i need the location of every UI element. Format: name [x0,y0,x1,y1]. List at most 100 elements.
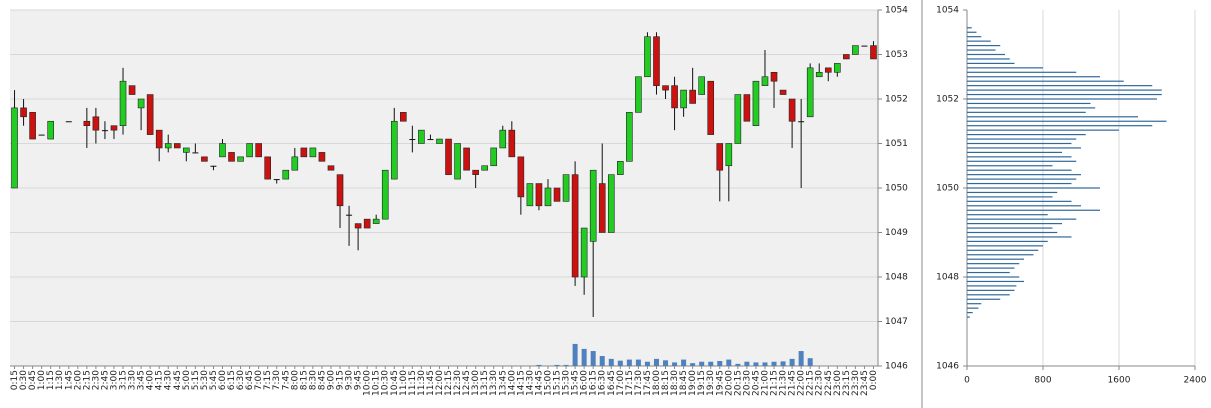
candle-body [571,174,579,278]
volume-bar [554,364,560,366]
candle-body [183,147,190,153]
y-tick-label: 1053 [885,50,908,60]
x-tick-label: 21:15 [770,370,780,396]
y-tick-label: 1050 [936,184,959,194]
x-tick-label: 7:00 [254,370,264,390]
candle-body [255,143,262,158]
candle-body [490,147,498,167]
volume-bar [563,364,569,366]
x-tick-label: 19:15 [697,370,707,396]
candle-body [734,94,742,144]
candle-body [291,156,299,171]
candle-body [101,130,108,132]
bar [967,134,1086,136]
volume-bar [635,359,641,366]
candle-body [626,112,633,162]
candle-body [617,161,624,175]
bar [967,93,1162,96]
candle-body [228,152,235,162]
candle-body [716,143,724,171]
bar [967,316,970,318]
x-tick-label: 2400 [1184,376,1207,386]
x-tick-label: 7:30 [272,370,282,390]
x-tick-label: 22:15 [806,370,816,396]
bar [967,276,1020,278]
x-tick-label: 21:45 [788,370,798,396]
volume-bar [735,363,741,366]
candle-body [92,116,100,131]
y-tick-label: 1054 [936,6,959,16]
bar [967,307,979,309]
x-tick-label: 15:30 [562,370,572,396]
candle-body [472,169,479,175]
volume-bar [717,361,723,366]
candle-body [761,76,769,86]
x-tick-label: 20:45 [751,370,761,396]
x-tick-label: 8:00 [290,370,300,390]
candle-body [409,139,416,141]
candle-body [562,174,570,202]
bar [967,209,1100,211]
candle-body [508,129,516,158]
y-tick-label: 1048 [936,273,959,283]
candle-body [20,107,27,118]
x-tick-label: 10:00 [363,370,373,396]
candle-body [155,129,163,149]
bar [967,71,1077,73]
x-tick-label: 9:15 [336,370,346,390]
candle-body [824,67,832,73]
candle-body [743,94,751,122]
x-tick-label: 16:00 [580,370,590,396]
volume-bar [690,363,696,366]
bar [967,31,977,33]
candle-body [219,143,226,158]
volume-bar [753,362,759,366]
x-tick-label: 19:30 [706,370,716,396]
x-tick-label: 11:30 [417,370,427,396]
bar [967,263,1020,265]
x-tick-label: 23:00 [833,370,843,396]
candle-body [815,72,823,78]
x-tick-label: 15:15 [553,370,563,396]
x-tick-label: 20:00 [724,370,734,396]
candle-body [318,152,326,162]
bar [967,249,1039,251]
x-tick-label: 3:30 [128,370,138,390]
candle-body [146,94,154,135]
candle-body [662,85,669,91]
x-tick-label: 22:30 [815,370,825,396]
candle-body [173,143,181,149]
candle-body [779,89,787,95]
bar [967,138,1077,140]
x-tick-label: 20:30 [742,370,752,396]
bar [967,125,1153,127]
x-tick-label: 10:15 [372,370,382,396]
bar [967,129,1119,131]
candle-body [273,179,280,181]
x-tick-label: 4:45 [173,370,183,390]
x-tick-label: 3:15 [119,370,129,390]
bar [967,289,1015,291]
volume-bar [807,358,813,366]
bar [967,298,1001,300]
x-tick-label: 10:30 [381,370,391,396]
x-tick-label: 13:30 [489,370,499,396]
volume-bar [626,359,632,366]
x-tick-label: 11:00 [399,370,409,396]
x-tick-label: 17:45 [643,370,653,396]
candle-body [354,223,362,229]
x-tick-label: 17:15 [625,370,635,396]
y-tick-label: 1054 [885,6,908,16]
candle-body [635,76,642,113]
x-tick-label: 1:00 [37,370,47,390]
bar [967,258,1024,260]
candle-body [580,227,588,278]
bar [967,27,972,29]
bar [967,178,1077,180]
candle-body [598,183,606,233]
x-tick-label: 12:30 [453,370,463,396]
candle-body [463,147,470,171]
volume-bar [771,361,777,366]
candle-body [680,89,687,109]
